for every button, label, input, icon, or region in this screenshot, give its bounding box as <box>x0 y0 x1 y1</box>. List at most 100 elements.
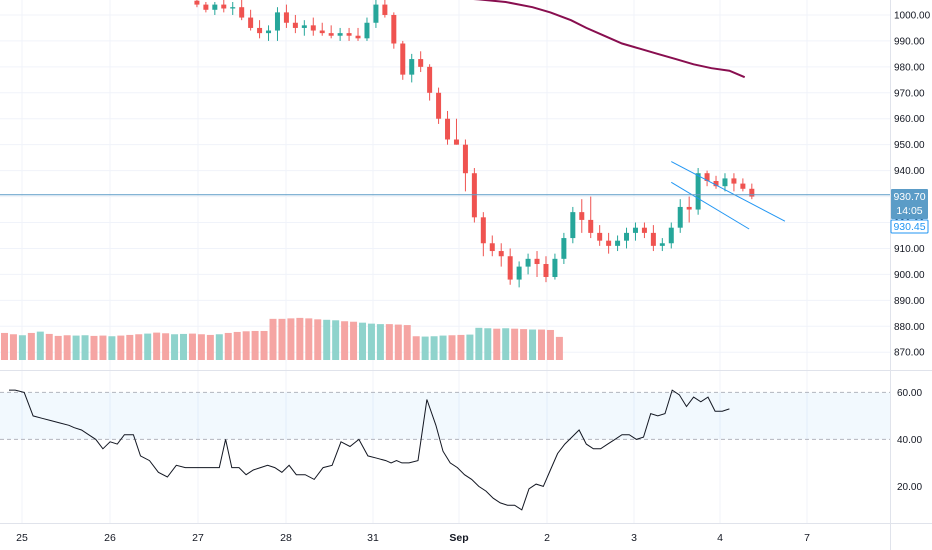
candle-body <box>588 219 594 233</box>
candle <box>624 227 630 249</box>
volume-bar <box>484 328 492 360</box>
volume-bar <box>18 335 26 360</box>
candle-body <box>686 206 692 210</box>
candle <box>266 25 272 41</box>
volume-bar <box>45 333 53 360</box>
candle <box>239 0 245 21</box>
volume-bar <box>341 321 349 360</box>
price-tick-label: 900.00 <box>894 270 925 281</box>
candle <box>310 17 316 36</box>
candle <box>570 206 576 244</box>
candle-body <box>704 173 710 181</box>
candle <box>301 20 307 36</box>
candle <box>677 199 683 233</box>
candle-body <box>391 14 397 44</box>
volume-bar <box>359 322 366 360</box>
volume-bar <box>117 335 125 360</box>
candle <box>436 87 442 124</box>
candle <box>319 22 325 36</box>
candle-body <box>525 258 531 267</box>
time-tick-label: 31 <box>367 532 379 544</box>
volume-bar <box>27 332 35 360</box>
candle <box>597 225 603 246</box>
candle <box>292 14 298 34</box>
volume-bar <box>36 331 44 360</box>
time-tick-label: 26 <box>104 532 116 544</box>
candle-body <box>597 232 603 241</box>
time-tick-label: 28 <box>280 532 292 544</box>
candle <box>418 51 424 73</box>
candle-body <box>570 212 576 239</box>
candle-body <box>337 33 343 36</box>
volume-bar <box>278 318 286 360</box>
volume-bar <box>126 334 134 360</box>
candle <box>462 139 468 192</box>
candle <box>704 170 710 187</box>
candle-body <box>418 59 424 67</box>
candle-body <box>382 4 388 15</box>
volume-bar <box>394 324 402 360</box>
candle <box>713 175 719 189</box>
candle-body <box>668 227 674 244</box>
volume-bar <box>296 317 304 360</box>
volume-bar <box>520 329 528 360</box>
candle <box>283 4 289 28</box>
volume-bar <box>242 331 250 360</box>
bar-countdown: 14:05 <box>896 205 922 217</box>
candle-body <box>212 4 218 10</box>
volume-bar <box>260 330 268 360</box>
candle-body <box>507 256 513 280</box>
candle-body <box>221 4 227 9</box>
candlesticks <box>194 0 755 288</box>
candle <box>373 0 379 28</box>
volume-bar <box>9 334 17 360</box>
candle-body <box>606 240 612 246</box>
rsi-axis[interactable]: 60.00 40.00 20.00 <box>897 388 922 493</box>
price-tick-label: 1000.00 <box>894 10 931 21</box>
time-grid <box>21 0 808 523</box>
time-axis[interactable]: 25 26 27 28 31 Sep 2 3 4 7 <box>16 532 810 544</box>
candle-body <box>373 4 379 23</box>
candle <box>230 2 236 15</box>
candle-body <box>239 7 245 18</box>
volume-bar <box>63 335 71 360</box>
volume-bar <box>430 336 438 360</box>
candle <box>391 12 397 49</box>
rsi-tick-label: 40.00 <box>897 435 922 446</box>
alert-price-label: 930.45 <box>890 219 929 234</box>
volume-bar <box>99 335 107 360</box>
candle-body <box>480 217 486 244</box>
candle-body <box>274 12 280 31</box>
volume-bar <box>546 329 554 360</box>
candle-body <box>230 7 236 9</box>
candle-body <box>328 33 334 36</box>
candle <box>409 53 415 83</box>
volume-bar <box>350 321 358 360</box>
volume-bar <box>323 319 331 360</box>
candle <box>552 253 558 280</box>
candle-body <box>731 178 737 184</box>
candle <box>248 9 254 31</box>
candle <box>328 25 334 39</box>
candle-body <box>695 173 701 210</box>
volume-bar <box>439 335 447 360</box>
volume-bar <box>314 319 322 360</box>
time-tick-label: 7 <box>804 532 810 544</box>
volume-bar <box>108 336 116 360</box>
trend-channel[interactable] <box>671 161 786 230</box>
candle-body <box>248 17 254 28</box>
volume-bar <box>367 323 375 360</box>
candle-body <box>489 243 495 252</box>
candle <box>561 232 567 265</box>
rsi-tick-label: 20.00 <box>897 482 922 493</box>
candle-body <box>632 227 638 233</box>
last-price-value: 930.70 <box>893 191 925 203</box>
moving-average-layer <box>473 0 746 79</box>
candle <box>453 118 459 145</box>
alert-price-label-box <box>890 219 929 234</box>
volume-bar <box>305 318 313 360</box>
price-tick-label: 990.00 <box>894 36 925 47</box>
volume-bar <box>511 328 519 360</box>
candle-body <box>659 243 665 246</box>
